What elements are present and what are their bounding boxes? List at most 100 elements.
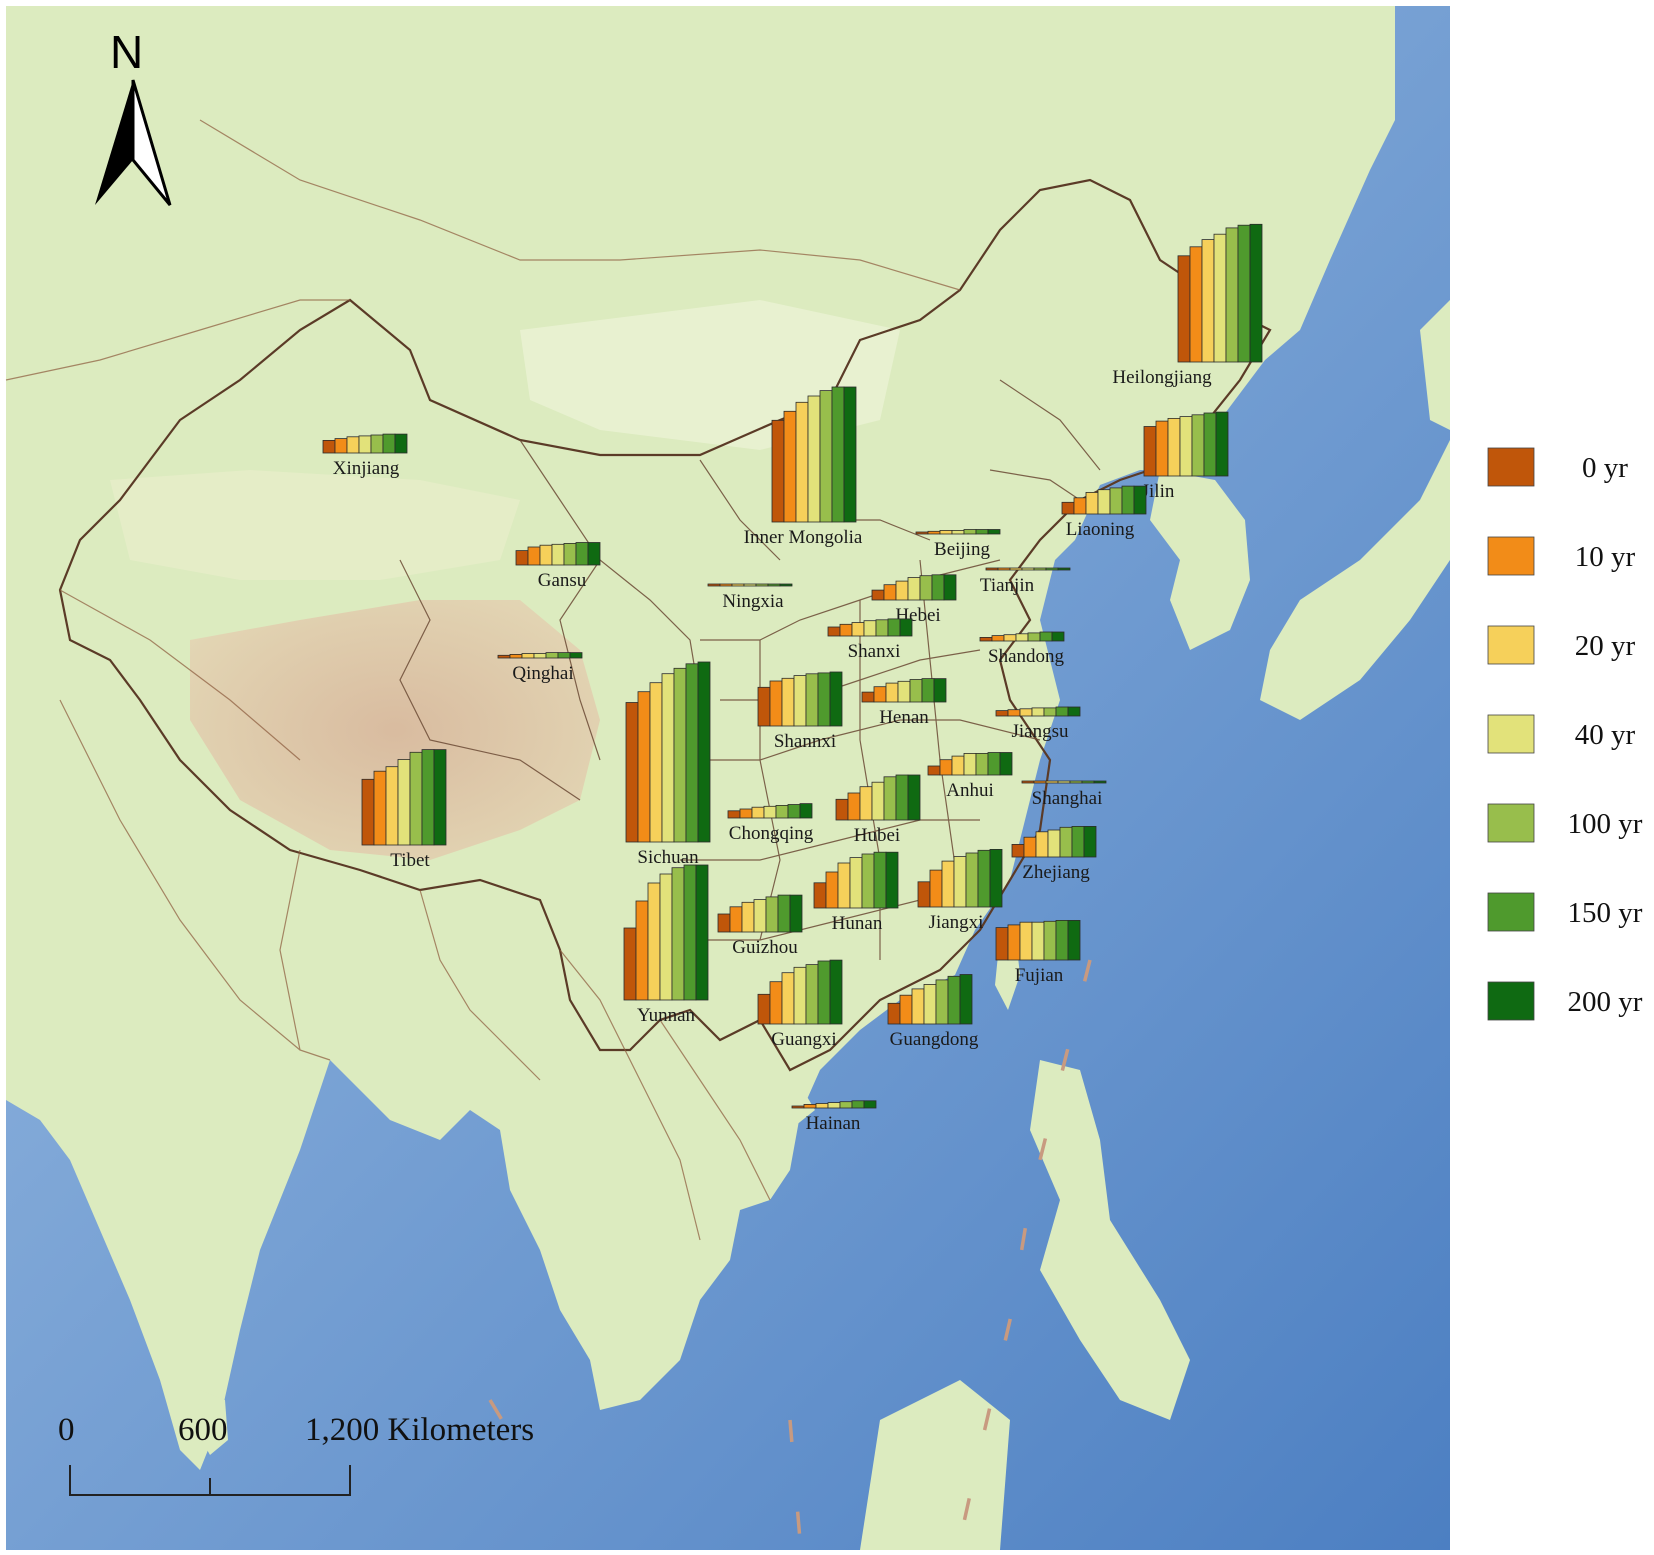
bar-chongqing-10yr xyxy=(739,808,753,819)
bar-fujian-40yr xyxy=(1031,921,1045,961)
legend-label-150yr: 150 yr xyxy=(1568,897,1643,929)
china-border xyxy=(58,178,1272,1072)
province-chart-jiangxi: Jiangxi xyxy=(917,849,1003,933)
bar-tibet-0yr xyxy=(361,778,375,846)
bar-tianjin-10yr xyxy=(997,567,1011,571)
maritime-line-southwest xyxy=(488,1399,522,1451)
bar-henan-20yr xyxy=(885,682,899,703)
bar-jiangsu-10yr xyxy=(1007,709,1021,717)
province-label-henan: Henan xyxy=(879,707,929,728)
province-label-liaoning: Liaoning xyxy=(1066,519,1135,540)
bar-jiangxi-100yr xyxy=(965,852,979,908)
province-label-guangdong: Guangdong xyxy=(890,1029,979,1050)
scale-tick-1200: 1,200 Kilometers xyxy=(305,1412,534,1448)
bar-ningxia-150yr xyxy=(767,583,781,587)
legend-label-0yr: 0 yr xyxy=(1582,452,1628,484)
legend-swatch-150yr xyxy=(1487,892,1535,932)
bar-beijing-10yr xyxy=(927,530,941,535)
province-chart-xinjiang: Xinjiang xyxy=(322,433,408,479)
province-label-heilongjiang: Heilongjiang xyxy=(1112,367,1212,388)
province-chart-qinghai: Qinghai xyxy=(497,652,583,684)
province-chart-gansu: Gansu xyxy=(515,542,601,591)
bar-jilin-100yr xyxy=(1191,414,1205,477)
north-arrow-left-half xyxy=(95,80,133,205)
bar-sichuan-40yr xyxy=(661,673,675,843)
bar-hebei-40yr xyxy=(907,577,921,601)
province-label-shandong: Shandong xyxy=(988,646,1065,667)
philippines xyxy=(1030,1060,1190,1420)
province-chart-chongqing: Chongqing xyxy=(727,803,814,844)
bar-hunan-20yr xyxy=(837,862,851,909)
bar-tibet-150yr xyxy=(421,749,435,846)
bar-yunnan-0yr xyxy=(623,927,637,1001)
bar-beijing-40yr xyxy=(951,530,965,535)
bar-hainan-10yr xyxy=(803,1104,817,1109)
bar-gansu-150yr xyxy=(575,542,589,566)
scale-tick-0: 0 xyxy=(58,1412,75,1448)
bar-chongqing-150yr xyxy=(787,804,801,819)
maritime-line xyxy=(958,959,1092,1541)
bar-hubei-100yr xyxy=(883,776,897,821)
legend-label-200yr: 200 yr xyxy=(1568,986,1643,1018)
bar-henan-200yr xyxy=(933,678,947,703)
bar-shandong-150yr xyxy=(1039,631,1053,642)
bar-inner-mongolia-100yr xyxy=(819,390,833,523)
legend-label-100yr: 100 yr xyxy=(1568,808,1643,840)
bar-guizhou-40yr xyxy=(753,899,767,933)
bar-heilongjiang-10yr xyxy=(1189,246,1203,363)
bar-ningxia-0yr xyxy=(707,583,721,587)
bar-jiangxi-200yr xyxy=(989,849,1003,908)
bar-chongqing-200yr xyxy=(799,803,813,819)
bar-tibet-40yr xyxy=(397,759,411,846)
bar-chongqing-20yr xyxy=(751,806,765,819)
bar-hubei-200yr xyxy=(907,774,921,821)
tarim-basin xyxy=(110,470,520,580)
bar-jiangsu-100yr xyxy=(1043,707,1057,717)
province-chart-guangdong: Guangdong xyxy=(887,974,979,1050)
province-chart-hubei: Hubei xyxy=(835,774,921,846)
legend-swatch-0yr xyxy=(1487,447,1535,487)
bar-xinjiang-100yr xyxy=(370,434,384,454)
bar-guangxi-100yr xyxy=(805,964,819,1025)
bar-jiangxi-0yr xyxy=(917,881,931,908)
bar-beijing-20yr xyxy=(939,530,953,535)
bar-shanxi-40yr xyxy=(863,620,877,637)
bar-jiangsu-40yr xyxy=(1031,707,1045,717)
bar-shandong-10yr xyxy=(991,635,1005,642)
bar-ningxia-20yr xyxy=(731,583,745,587)
province-label-anhui: Anhui xyxy=(946,780,994,801)
bar-hubei-150yr xyxy=(895,774,909,821)
province-label-tibet: Tibet xyxy=(390,850,430,871)
bar-tianjin-40yr xyxy=(1021,567,1035,571)
bar-shanghai-100yr xyxy=(1069,780,1083,784)
bar-tianjin-200yr xyxy=(1057,567,1071,571)
province-chart-henan: Henan xyxy=(861,678,947,728)
bar-tianjin-0yr xyxy=(985,567,999,571)
province-chart-hainan: Hainan xyxy=(791,1100,877,1134)
bar-shandong-40yr xyxy=(1015,633,1029,642)
bar-qinghai-40yr xyxy=(533,653,547,659)
bar-shandong-20yr xyxy=(1003,634,1017,642)
bar-inner-mongolia-150yr xyxy=(831,386,845,523)
japan xyxy=(1260,440,1450,720)
bar-hebei-10yr xyxy=(883,584,897,601)
province-chart-heilongjiang: Heilongjiang xyxy=(1112,223,1263,388)
bar-xinjiang-20yr xyxy=(346,436,360,454)
bar-yunnan-20yr xyxy=(647,882,661,1001)
province-label-qinghai: Qinghai xyxy=(512,663,573,684)
bar-shannxi-20yr xyxy=(781,677,795,727)
bar-inner-mongolia-0yr xyxy=(771,419,785,523)
province-chart-guizhou: Guizhou xyxy=(717,894,803,958)
bar-qinghai-10yr xyxy=(509,654,523,659)
bar-shanxi-200yr xyxy=(899,618,913,637)
bar-jilin-200yr xyxy=(1215,411,1229,477)
province-label-shanghai: Shanghai xyxy=(1032,788,1103,809)
bar-hebei-20yr xyxy=(895,580,909,601)
bar-liaoning-20yr xyxy=(1085,491,1099,515)
bar-fujian-0yr xyxy=(995,927,1009,961)
bar-guangdong-20yr xyxy=(911,988,925,1025)
province-label-chongqing: Chongqing xyxy=(729,823,814,844)
bar-fujian-100yr xyxy=(1043,920,1057,961)
bar-tianjin-20yr xyxy=(1009,567,1023,571)
